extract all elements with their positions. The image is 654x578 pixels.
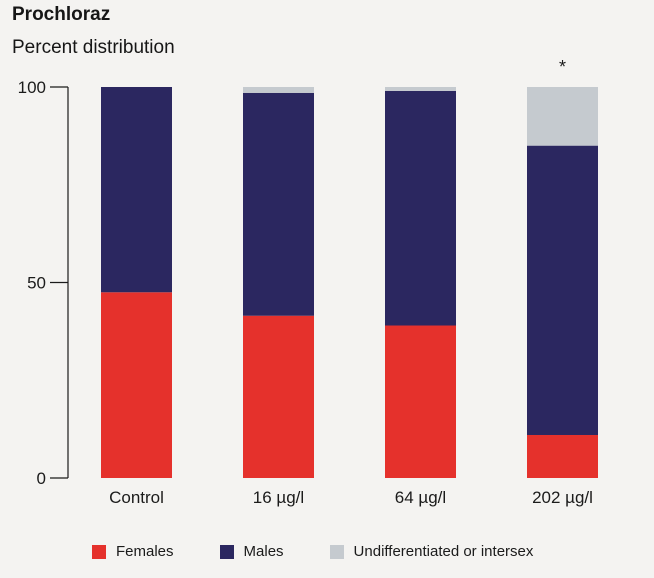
chart-subtitle: Percent distribution — [12, 37, 175, 58]
bar-females-1 — [101, 292, 172, 478]
legend-swatch-females — [92, 544, 106, 559]
bar-males-1 — [101, 87, 172, 293]
chart-title: Prochloraz — [12, 4, 111, 25]
legend-swatch-males — [219, 544, 234, 559]
bar-males-3 — [385, 90, 456, 326]
legend-swatch-undifferentiated — [329, 544, 344, 559]
bar-undifferentiated-2 — [243, 87, 314, 93]
legend-item-undifferentiated: Undifferentiated or intersex — [329, 543, 534, 560]
stacked-bar-chart: Control 16 µg/l 64 µg/l 202 µg/l * 0 50 100 — [18, 57, 598, 507]
x-tick-label: Control — [109, 488, 164, 507]
y-tick-label: 0 — [37, 469, 46, 488]
legend-label-females: Females — [116, 543, 174, 560]
legend-label-males: Males — [243, 543, 284, 560]
bar-females-2 — [243, 315, 314, 478]
legend: Females Males Undifferentiated or inters… — [92, 543, 579, 560]
bar-males-4 — [527, 145, 598, 435]
bar-females-4 — [527, 434, 598, 478]
y-tick-label: 50 — [27, 274, 46, 293]
bar-undifferentiated-3 — [385, 87, 456, 91]
significance-annotation: * — [559, 57, 566, 77]
bar-females-3 — [385, 325, 456, 478]
legend-item-males: Males — [219, 543, 284, 560]
bar-undifferentiated-4 — [527, 87, 598, 146]
x-tick-label: 16 µg/l — [253, 488, 304, 507]
y-tick-label: 100 — [18, 78, 46, 97]
x-tick-label: 202 µg/l — [532, 488, 593, 507]
bar-males-2 — [243, 92, 314, 316]
legend-item-females: Females — [92, 543, 174, 560]
legend-label-undifferentiated: Undifferentiated or intersex — [353, 543, 534, 560]
x-tick-label: 64 µg/l — [395, 488, 446, 507]
